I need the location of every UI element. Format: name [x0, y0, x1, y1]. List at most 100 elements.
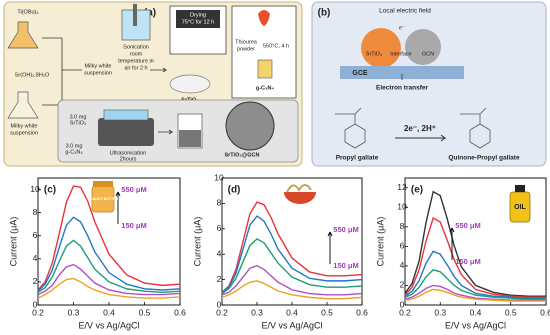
y-tick-label: 2 — [33, 276, 38, 286]
x-tick-label: 0.3 — [68, 307, 80, 317]
text: 2e⁻, 2H⁺ — [404, 124, 436, 133]
x-tick-label: 0.4 — [470, 307, 482, 317]
line — [37, 185, 181, 291]
line — [37, 216, 181, 292]
text: Sonication — [123, 44, 149, 50]
text: g-C₃N₄ — [256, 85, 275, 91]
y-tick-label: 0 — [33, 299, 38, 309]
y-tick-label: 2 — [217, 274, 222, 284]
y-tick-label: 8 — [400, 221, 405, 231]
y-tick-label: 8 — [33, 207, 38, 217]
molecule — [335, 107, 366, 149]
line — [404, 190, 546, 297]
oven-display — [176, 10, 220, 28]
x-tick-label: 0.3 — [434, 307, 446, 317]
powder — [179, 130, 201, 147]
line — [221, 201, 363, 293]
annotation: 150 μM — [455, 257, 480, 266]
text: Sr(OH)₂.8H₂O — [15, 72, 50, 78]
arrow — [449, 227, 455, 260]
text: Drying — [190, 12, 206, 18]
sphere — [405, 29, 441, 65]
text: suspension — [84, 70, 112, 76]
text: powder — [237, 46, 255, 52]
flask — [7, 91, 39, 119]
line — [404, 269, 546, 300]
x-axis-label: E/V vs Ag/AgCl — [445, 320, 506, 330]
text: air for 2 h — [124, 65, 147, 71]
line — [404, 217, 546, 298]
y-tick-label: 10 — [397, 202, 407, 212]
text: 75°C for 12 h — [182, 19, 214, 25]
text: g-C₃N₄ — [65, 149, 83, 155]
line — [37, 239, 181, 294]
x-axis-label: E/V vs Ag/AgCl — [78, 320, 139, 330]
text: temperature in — [118, 58, 153, 64]
text: Local electric field — [379, 8, 431, 15]
text: room — [130, 51, 143, 57]
text: GCE — [352, 70, 368, 77]
text: Milky white — [11, 123, 38, 129]
line — [404, 250, 546, 299]
line — [221, 238, 363, 295]
x-tick-label: 0.4 — [103, 307, 115, 317]
y-tick-label: 4 — [217, 248, 222, 258]
y-axis-label: Current (μA) — [192, 217, 202, 267]
connector — [42, 37, 82, 106]
text: SrTiO₃ — [70, 120, 86, 126]
x-tick-label: 0.6 — [356, 307, 368, 317]
x-tick-label: 0.5 — [321, 307, 333, 317]
line — [221, 280, 363, 300]
arrow — [395, 134, 447, 142]
x-tick-label: 0.2 — [32, 307, 44, 317]
x-tick-label: 0.5 — [505, 307, 517, 317]
arrow — [327, 231, 333, 264]
panel-label: (e) — [411, 185, 423, 196]
x-tick-label: 0.6 — [174, 307, 186, 317]
text: Milky white — [85, 63, 112, 69]
y-tick-label: 10 — [30, 184, 40, 194]
sem-image — [225, 101, 275, 151]
y-axis-label: Current (μA) — [8, 217, 18, 267]
line — [221, 215, 363, 293]
panel-label: (b) — [318, 8, 331, 19]
product-label: OIL — [514, 204, 526, 211]
y-tick-label: 6 — [217, 223, 222, 233]
arrow — [115, 191, 121, 224]
text: Thiourea — [235, 39, 258, 45]
text: Quinone-Propyl gallate — [448, 155, 520, 162]
arrow — [150, 67, 168, 73]
x-tick-label: 0.2 — [399, 307, 411, 317]
jar-lid — [93, 181, 113, 187]
x-axis-label: E/V vs Ag/AgCl — [261, 320, 322, 330]
x-tick-label: 0.2 — [216, 307, 228, 317]
bath-water — [103, 109, 149, 121]
line — [404, 288, 546, 302]
text: 550°C, 4 h — [263, 43, 289, 49]
panel-b — [311, 1, 547, 167]
text: e⁻ — [399, 25, 405, 31]
y-tick-label: 0 — [217, 299, 222, 309]
text: SrTiO₃@GCN — [224, 152, 259, 158]
y-axis-label: Current (μA) — [375, 217, 385, 267]
molecule — [460, 107, 491, 149]
flask — [7, 21, 39, 49]
y-tick-label: 2 — [400, 280, 405, 290]
annotation: 550 μM — [121, 185, 146, 194]
y-tick-label: 6 — [33, 230, 38, 240]
ultrasonic-bath — [98, 118, 154, 146]
annotation: 550 μM — [455, 221, 480, 230]
text: 3.0 mg — [66, 143, 83, 149]
panel-label: (d) — [228, 185, 241, 196]
flame — [258, 10, 270, 26]
product-label: PEANUT BUTTER — [88, 197, 119, 201]
bottle-cap — [515, 185, 525, 192]
text: Electron transfer — [376, 85, 428, 92]
y-tick-label: 12 — [397, 182, 407, 192]
x-tick-label: 0.4 — [286, 307, 298, 317]
sonicator-probe — [133, 4, 137, 26]
electrode — [340, 66, 464, 79]
arrow — [158, 129, 174, 135]
panel-label: (c) — [44, 185, 56, 196]
